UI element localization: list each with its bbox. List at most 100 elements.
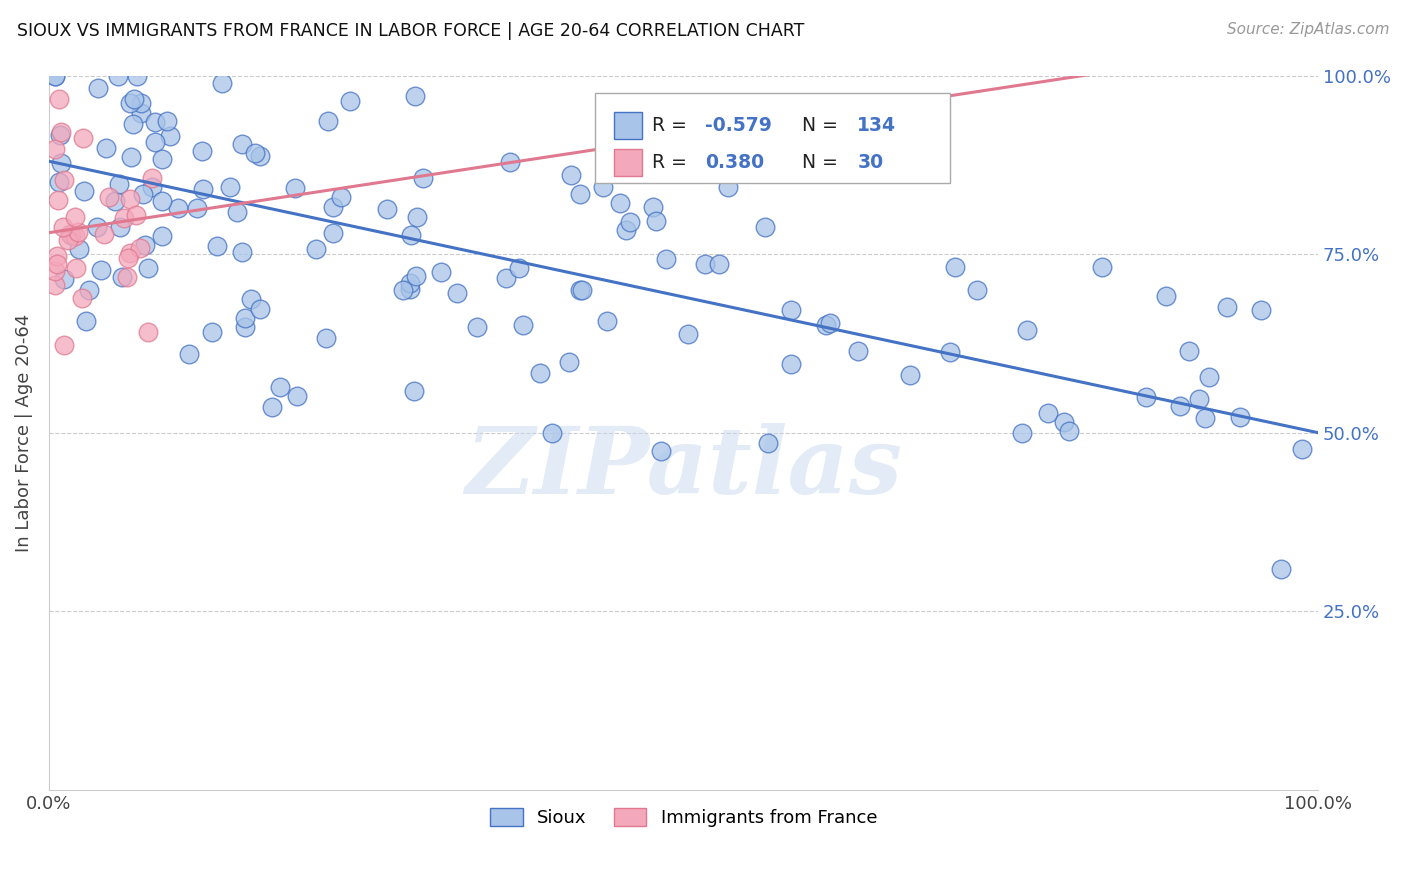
Point <box>560 168 582 182</box>
Point <box>44 142 66 156</box>
Point <box>249 301 271 316</box>
Point <box>1017 323 1039 337</box>
Point <box>412 171 434 186</box>
Point <box>125 69 148 83</box>
Point <box>67 242 90 256</box>
Point <box>226 205 249 219</box>
Point <box>609 196 631 211</box>
Point <box>569 283 592 297</box>
FancyBboxPatch shape <box>614 112 641 139</box>
Point <box>650 444 672 458</box>
Point <box>592 180 614 194</box>
Point <box>846 343 869 358</box>
Point <box>186 201 208 215</box>
Point <box>707 257 730 271</box>
Point <box>118 192 141 206</box>
Point <box>156 114 179 128</box>
Point <box>569 187 592 202</box>
Y-axis label: In Labor Force | Age 20-64: In Labor Force | Age 20-64 <box>15 314 32 552</box>
Point <box>46 193 69 207</box>
Point <box>943 260 966 274</box>
Point <box>898 368 921 383</box>
Point <box>121 117 143 131</box>
Point <box>120 150 142 164</box>
Point <box>235 311 257 326</box>
FancyBboxPatch shape <box>614 149 641 177</box>
Point <box>108 177 131 191</box>
Point <box>285 389 308 403</box>
Point <box>571 283 593 297</box>
Point <box>541 425 564 440</box>
Point <box>243 146 266 161</box>
Point <box>392 283 415 297</box>
Point <box>191 182 214 196</box>
Point <box>1168 399 1191 413</box>
Point <box>1011 426 1033 441</box>
Point <box>318 113 340 128</box>
Point <box>269 379 291 393</box>
Point <box>70 292 93 306</box>
Point <box>136 260 159 275</box>
Point <box>1194 410 1216 425</box>
Point <box>398 282 420 296</box>
Point <box>1229 410 1251 425</box>
Point <box>1291 442 1313 456</box>
Point <box>141 180 163 194</box>
Point <box>59 228 82 243</box>
Point <box>51 125 73 139</box>
Text: N =: N = <box>801 116 844 136</box>
Point <box>59 227 82 242</box>
Point <box>284 181 307 195</box>
Text: SIOUX VS IMMIGRANTS FROM FRANCE IN LABOR FORCE | AGE 20-64 CORRELATION CHART: SIOUX VS IMMIGRANTS FROM FRANCE IN LABOR… <box>17 22 804 40</box>
Point <box>141 171 163 186</box>
Point <box>87 81 110 95</box>
Point <box>814 318 837 333</box>
Point <box>211 76 233 90</box>
Point <box>1091 260 1114 274</box>
Point <box>779 302 801 317</box>
Point <box>305 243 328 257</box>
Text: -0.579: -0.579 <box>706 116 772 136</box>
Point <box>1250 303 1272 318</box>
Point <box>48 92 70 106</box>
Point <box>430 265 453 279</box>
Point <box>404 88 426 103</box>
Point <box>239 292 262 306</box>
Point <box>405 269 427 284</box>
Point <box>614 223 637 237</box>
Point <box>117 270 139 285</box>
Point <box>73 184 96 198</box>
Point <box>108 219 131 234</box>
Point <box>86 220 108 235</box>
Point <box>45 249 67 263</box>
Point <box>52 338 75 352</box>
Point <box>398 276 420 290</box>
Point <box>44 69 66 83</box>
Point <box>1053 415 1076 429</box>
Point <box>1038 406 1060 420</box>
Point <box>177 347 200 361</box>
Point <box>49 128 72 143</box>
Point <box>65 211 87 225</box>
Point <box>1057 424 1080 438</box>
Point <box>1154 288 1177 302</box>
Point <box>754 220 776 235</box>
Point <box>693 257 716 271</box>
Point <box>52 219 75 234</box>
Point <box>756 436 779 450</box>
Point <box>143 135 166 149</box>
Point <box>818 316 841 330</box>
Point <box>44 69 66 83</box>
Point <box>676 326 699 341</box>
Point <box>93 227 115 242</box>
Text: R =: R = <box>652 116 693 136</box>
Point <box>134 238 156 252</box>
Point <box>67 225 90 239</box>
Point <box>129 96 152 111</box>
Point <box>446 286 468 301</box>
Point <box>75 314 97 328</box>
Point <box>191 145 214 159</box>
FancyBboxPatch shape <box>595 94 950 183</box>
Point <box>96 141 118 155</box>
Point <box>111 270 134 285</box>
